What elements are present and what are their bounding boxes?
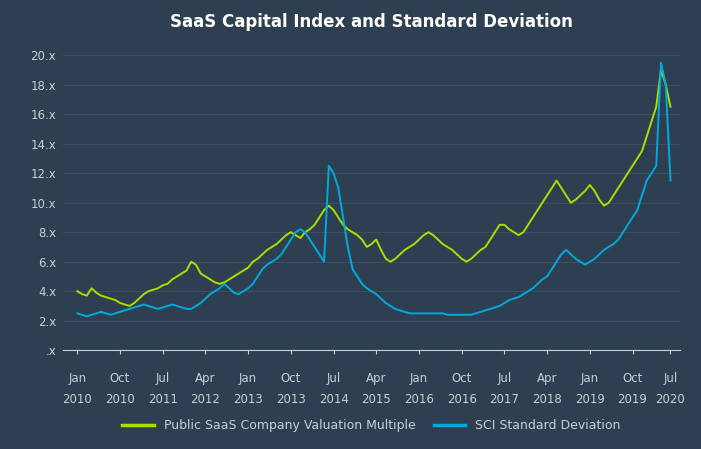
Text: 2016: 2016: [404, 393, 434, 406]
Text: Jan: Jan: [410, 372, 428, 385]
Text: Jul: Jul: [156, 372, 170, 385]
Text: Jan: Jan: [580, 372, 599, 385]
Text: Jan: Jan: [239, 372, 257, 385]
Legend: Public SaaS Company Valuation Multiple, SCI Standard Deviation: Public SaaS Company Valuation Multiple, …: [117, 414, 626, 437]
Title: SaaS Capital Index and Standard Deviation: SaaS Capital Index and Standard Deviatio…: [170, 13, 573, 31]
Text: 2012: 2012: [191, 393, 220, 406]
Text: Apr: Apr: [195, 372, 216, 385]
Text: Jan: Jan: [68, 372, 86, 385]
Text: 2014: 2014: [319, 393, 348, 406]
Text: Jul: Jul: [497, 372, 512, 385]
Text: 2016: 2016: [447, 393, 477, 406]
Text: Apr: Apr: [537, 372, 557, 385]
Text: Oct: Oct: [110, 372, 130, 385]
Text: 2010: 2010: [105, 393, 135, 406]
Text: Jul: Jul: [327, 372, 341, 385]
Text: 2020: 2020: [655, 393, 686, 406]
Text: Oct: Oct: [451, 372, 472, 385]
Text: 2013: 2013: [276, 393, 306, 406]
Text: 2019: 2019: [575, 393, 605, 406]
Text: Jul: Jul: [663, 372, 678, 385]
Text: 2017: 2017: [489, 393, 519, 406]
Text: 2011: 2011: [148, 393, 177, 406]
Text: 2015: 2015: [362, 393, 391, 406]
Text: 2013: 2013: [233, 393, 263, 406]
Text: Apr: Apr: [366, 372, 386, 385]
Text: 2019: 2019: [618, 393, 648, 406]
Text: 2010: 2010: [62, 393, 93, 406]
Text: Oct: Oct: [622, 372, 643, 385]
Text: Oct: Oct: [280, 372, 301, 385]
Text: 2018: 2018: [532, 393, 562, 406]
